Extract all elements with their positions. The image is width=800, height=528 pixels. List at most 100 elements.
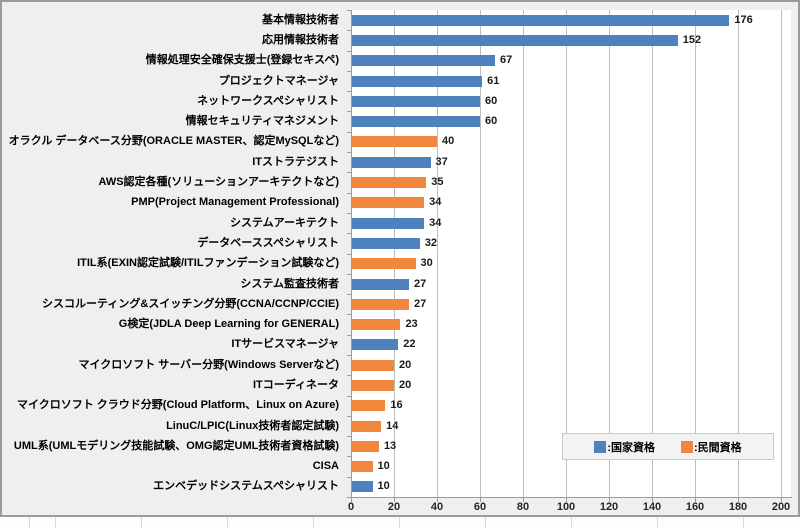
x-axis-tick-mark (351, 497, 352, 502)
category-label: データベーススペシャリスト (4, 233, 345, 253)
category-label-text: ITサービスマネージャ (231, 338, 339, 351)
bar-row: 176 (351, 10, 781, 30)
y-axis-tick-mark (347, 70, 351, 72)
bar-national (351, 237, 420, 249)
bar-row: 40 (351, 132, 781, 152)
category-label-text: システム監査技術者 (240, 277, 339, 290)
legend-swatch-national (594, 440, 607, 453)
bar-value-label: 35 (431, 176, 444, 189)
category-label-text: AWS認定各種(ソリューションアーキテクトなど) (98, 176, 339, 189)
y-axis-tick-mark (347, 233, 351, 235)
bar-row: 34 (351, 193, 781, 213)
chart-legend: :国家資格:民間資格 (562, 433, 774, 460)
category-label-text: CISA (312, 460, 339, 473)
bar-row: 67 (351, 51, 781, 71)
bar-private (351, 258, 416, 270)
bar-national (351, 95, 480, 107)
bar-value-label: 16 (390, 399, 403, 412)
bar-national (351, 339, 399, 351)
x-axis-tick-label: 100 (556, 501, 576, 513)
bar-private (351, 359, 394, 371)
chart-area: 基本情報技術者 応用情報技術者 情報処理安全確保支援士(登録セキスペ) プロジェクトマ… (0, 0, 800, 517)
bar-national (351, 217, 425, 229)
category-label: ITサービスマネージャ (4, 335, 345, 355)
y-axis-tick-mark (347, 476, 351, 478)
x-axis-tick-mark (652, 497, 653, 502)
category-label: プロジェクトマネージャ (4, 71, 345, 91)
bar-row: 22 (351, 335, 781, 355)
gridline-80 (523, 10, 524, 497)
bar-row: 20 (351, 375, 781, 395)
y-axis-tick-mark (347, 456, 351, 458)
bar-value-label: 20 (399, 378, 412, 391)
category-label: LinuC/LPIC(Linux技術者認定試験) (4, 416, 345, 436)
category-label: シスコルーティング&スイッチング分野(CCNA/CCNP/CCIE) (4, 294, 345, 314)
y-axis-tick-mark (347, 111, 351, 113)
bar-rows-container: 176 152 67 61 60 60 40 37 35 34 34 32 30 27 27 23 22 20 20… (351, 10, 781, 497)
bar-row: 20 (351, 355, 781, 375)
plot-area: 176 152 67 61 60 60 40 37 35 34 34 32 30 27 27 23 22 20 20… (351, 10, 791, 497)
y-axis-tick-mark (347, 253, 351, 255)
category-label: 応用情報技術者 (4, 30, 345, 50)
category-label-text: データベーススペシャリスト (197, 236, 339, 249)
bar-national (351, 55, 496, 67)
category-label: G検定(JDLA Deep Learning for GENERAL) (4, 314, 345, 334)
category-label: UML系(UMLモデリング技能試験、OMG認定UML技術者資格試験) (4, 436, 345, 456)
bar-private (351, 177, 427, 189)
x-axis-tick-mark (738, 497, 739, 502)
category-label-text: 情報セキュリティマネジメント (185, 115, 339, 128)
y-axis-tick-mark (347, 172, 351, 174)
bar-row: 60 (351, 111, 781, 131)
y-axis-tick-mark (347, 273, 351, 275)
bar-national (351, 481, 373, 493)
bar-value-label: 67 (500, 54, 513, 67)
category-label: 情報セキュリティマネジメント (4, 111, 345, 131)
category-label: オラクル データベース分野(ORACLE MASTER、認定MySQLなど) (4, 132, 345, 152)
category-label-text: マイクロソフト サーバー分野(Windows Serverなど) (78, 358, 339, 371)
bar-row: 37 (351, 152, 781, 172)
bar-value-label: 30 (420, 257, 433, 270)
category-label-text: ネットワークスペシャリスト (197, 94, 339, 107)
category-label-text: シスコルーティング&スイッチング分野(CCNA/CCNP/CCIE) (42, 297, 339, 310)
x-axis-tick-label: 200 (771, 501, 791, 513)
bar-private (351, 319, 401, 331)
bar-value-label: 176 (734, 13, 753, 26)
x-axis-tick-mark (781, 497, 782, 502)
bar-national (351, 278, 410, 290)
bar-national (351, 116, 480, 128)
gridline-180 (738, 10, 739, 497)
bar-national (351, 34, 678, 46)
category-label-text: エンベデッドシステムスペシャリスト (153, 480, 339, 493)
bar-row: 35 (351, 172, 781, 192)
gridline-160 (695, 10, 696, 497)
category-label-text: ITIL系(EXIN認定試験/ITILファンデーション試験など) (77, 257, 339, 270)
y-axis-tick-mark (347, 415, 351, 417)
bar-value-label: 10 (377, 460, 390, 473)
bar-row: 23 (351, 314, 781, 334)
bar-private (351, 298, 410, 310)
bar-row: 152 (351, 30, 781, 50)
category-label: CISA (4, 457, 345, 477)
x-axis-tick-mark (394, 497, 395, 502)
y-axis-tick-mark (347, 10, 351, 11)
y-axis-tick-mark (347, 497, 351, 498)
value-axis-line (347, 497, 792, 498)
bar-row: 34 (351, 213, 781, 233)
category-label: マイクロソフト サーバー分野(Windows Serverなど) (4, 355, 345, 375)
category-label-text: LinuC/LPIC(Linux技術者認定試験) (166, 419, 339, 432)
bar-value-label: 10 (377, 480, 390, 493)
category-label-text: G検定(JDLA Deep Learning for GENERAL) (118, 318, 339, 331)
category-label: システム監査技術者 (4, 274, 345, 294)
y-axis-tick-mark (347, 91, 351, 93)
category-label: ネットワークスペシャリスト (4, 91, 345, 111)
category-label: ITストラテジスト (4, 152, 345, 172)
bar-value-label: 61 (487, 74, 500, 87)
category-label: システムアーキテクト (4, 213, 345, 233)
category-label: ITIL系(EXIN認定試験/ITILファンデーション試験など) (4, 254, 345, 274)
x-axis-tick-label: 0 (347, 501, 355, 513)
x-axis-tick-label: 40 (430, 501, 444, 513)
bar-national (351, 14, 730, 26)
y-axis-tick-mark (347, 50, 351, 52)
bar-private (351, 136, 437, 148)
